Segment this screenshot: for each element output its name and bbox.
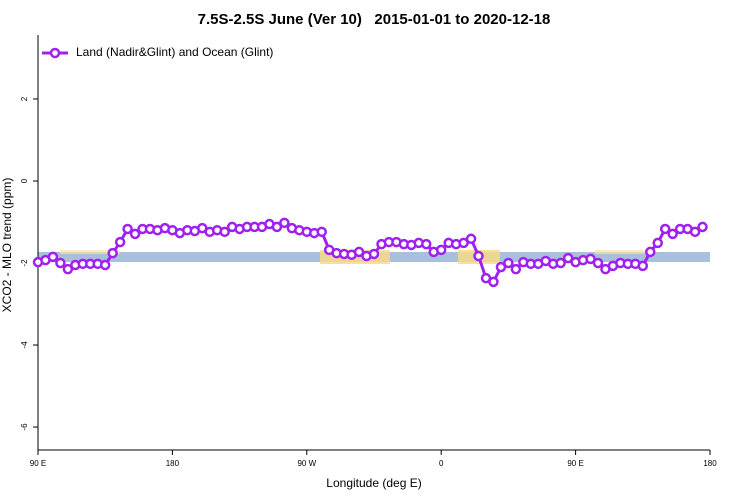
x-tick-label: 0 [439,459,444,468]
point [47,251,59,263]
land-patch [60,250,120,254]
x-tick-label: 90 W [297,459,316,468]
point [122,223,133,235]
x-tick-label: 180 [703,459,717,468]
y-tick-label: 0 [20,178,29,183]
point [488,276,499,288]
point [271,221,283,233]
y-tick-label: 2 [20,96,29,101]
y-axis-label: XCO2 - MLO trend (ppm) [0,178,14,313]
point [667,228,678,240]
x-tick-label: 90 E [567,459,583,468]
point [652,237,663,249]
point [99,259,111,271]
point [473,250,484,262]
x-tick-label: 90 E [30,459,46,468]
point [585,253,596,265]
point [697,221,708,233]
point [107,247,118,259]
point [368,248,380,260]
point [659,223,671,235]
point [592,257,604,269]
legend-marker [49,47,61,59]
point [114,236,126,248]
point [495,261,507,273]
point [465,233,477,245]
point [55,257,66,269]
point [689,226,701,238]
y-tick-label: -6 [20,423,29,431]
land-patch [595,250,655,254]
point [279,217,290,229]
point [316,226,327,238]
x-tick-label: 180 [166,459,180,468]
point [555,257,566,269]
point [435,244,447,256]
x-axis-label: Longitude (deg E) [326,476,421,490]
point [503,257,514,269]
point [129,228,141,240]
point [421,238,432,250]
point [637,260,649,272]
point [458,237,469,249]
point [510,263,522,275]
point [62,263,74,275]
legend-label: Land (Nadir&Glint) and Ocean (Glint) [76,45,273,59]
y-tick-label: -2 [20,259,29,267]
point [353,246,365,258]
chart-title: 7.5S-2.5S June (Ver 10) 2015-01-01 to 20… [198,11,551,28]
point [219,226,230,238]
point [562,252,574,264]
y-tick-label: -4 [20,341,29,349]
point [645,246,656,258]
